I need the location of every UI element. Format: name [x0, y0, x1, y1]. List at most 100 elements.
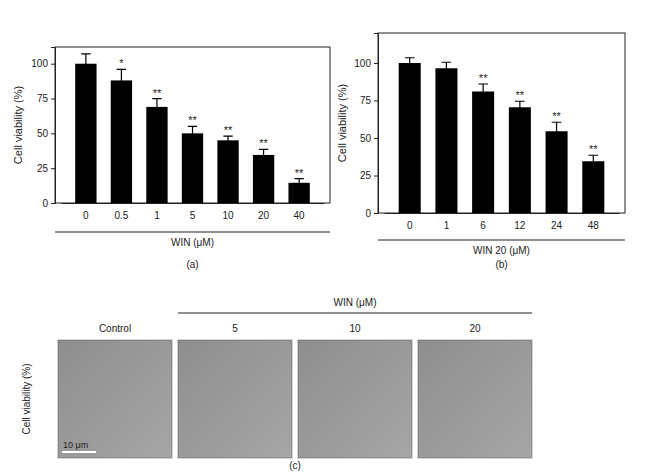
x-tick-label: 6	[480, 220, 486, 231]
bars	[75, 54, 310, 203]
error-bar-line	[81, 54, 90, 74]
x-tick-label: 10	[222, 210, 234, 221]
x-tick: 24	[551, 213, 563, 231]
x-tick: 1	[154, 203, 160, 221]
error-bar	[405, 58, 415, 69]
significance-mark: **	[479, 72, 488, 84]
plot-frame	[55, 47, 330, 203]
x-tick: 0	[83, 203, 89, 221]
error-bar-line	[405, 58, 415, 69]
micrograph-label: 20	[469, 323, 481, 334]
y-tick: 75	[37, 93, 55, 104]
x-tick-label: 20	[258, 210, 270, 221]
y-tick-mark	[51, 64, 55, 65]
y-tick: 100	[354, 58, 378, 69]
x-tick: 40	[294, 203, 306, 221]
error-bar	[81, 54, 90, 74]
micrograph-header: WIN (μM)	[334, 297, 377, 308]
x-tick: 1	[444, 213, 450, 231]
bar	[582, 161, 604, 213]
error-bar-line	[152, 99, 161, 116]
scale-bar	[62, 451, 96, 453]
x-tick: 20	[258, 203, 270, 221]
significance-mark: *	[119, 57, 124, 69]
significance-mark: **	[153, 87, 162, 99]
error-bar-line	[552, 122, 562, 140]
micrograph	[178, 340, 292, 458]
x-axis-line	[62, 203, 325, 204]
bar	[399, 63, 421, 213]
header-rule	[178, 313, 532, 314]
micrograph	[58, 340, 172, 458]
y-tick: 25	[37, 163, 55, 174]
x-tick-label: 0.5	[114, 210, 128, 221]
error-bar-line	[223, 136, 232, 144]
x-tick-label: 1	[444, 220, 450, 231]
error-bar	[294, 179, 303, 187]
bar	[146, 107, 167, 203]
x-tick: 6	[480, 213, 486, 231]
significance-mark: **	[188, 114, 197, 126]
y-tick-label: 75	[37, 93, 49, 104]
x-axis: 00.515102040	[62, 203, 325, 221]
y-tick-label: 25	[360, 170, 372, 181]
significance-mark: **	[552, 110, 561, 122]
y-tick-label: 75	[360, 95, 372, 106]
error-bar	[588, 155, 598, 167]
y-tick-label: 25	[37, 163, 49, 174]
x-tick-label: 24	[551, 220, 563, 231]
micrograph-label: Control	[99, 323, 131, 334]
error-bar-line	[259, 149, 268, 160]
y-tick-mark	[374, 138, 378, 139]
y-tick-label: 0	[42, 198, 48, 209]
bar	[253, 155, 274, 203]
scale-bar-label: 10 μm	[63, 440, 88, 450]
figure: 025507510000.515102040***********Cell vi…	[0, 0, 657, 472]
error-bar-line	[294, 179, 303, 187]
error-bar-line	[442, 62, 452, 74]
y-tick-mark	[374, 176, 378, 177]
panel-label: (a)	[186, 259, 198, 270]
y-tick-mark	[51, 99, 55, 100]
significance-mark: **	[224, 124, 233, 136]
bars	[399, 58, 605, 213]
x-axis-title: WIN 20 (μM)	[473, 245, 530, 256]
y-tick: 0	[42, 198, 55, 209]
x-tick: 0	[407, 213, 413, 231]
significance-mark: **	[516, 89, 525, 101]
x-tick: 48	[588, 213, 600, 231]
y-tick: 75	[360, 95, 378, 106]
error-bar	[223, 136, 232, 144]
error-bar-line	[478, 84, 488, 99]
y-tick-label: 100	[354, 58, 371, 69]
y-tick-mark	[374, 213, 378, 214]
y-axis-line	[374, 34, 379, 214]
error-bar	[259, 149, 268, 160]
micrograph-label: 10	[349, 323, 361, 334]
significance-mark: **	[589, 143, 598, 155]
error-bar	[552, 122, 562, 140]
x-tick-label: 0	[83, 210, 89, 221]
y-tick-label: 100	[31, 58, 48, 69]
micrograph	[298, 340, 412, 458]
y-tick-mark	[51, 168, 55, 169]
error-bar-line	[588, 155, 598, 167]
chart-panel: 025507510000.515102040***********Cell vi…	[12, 47, 330, 270]
y-tick: 100	[31, 58, 55, 69]
error-bar	[188, 126, 197, 140]
significance-mark: **	[259, 137, 268, 149]
x-tick: 10	[222, 203, 234, 221]
panel-label: (b)	[495, 259, 507, 270]
y-tick-mark	[374, 63, 378, 64]
bar	[546, 131, 568, 213]
y-tick-label: 0	[365, 208, 371, 219]
bar	[217, 140, 238, 203]
y-tick-mark	[51, 133, 55, 134]
error-bar-line	[188, 126, 197, 140]
x-title-rule	[378, 240, 625, 241]
bar	[182, 133, 203, 203]
error-bar-line	[117, 69, 126, 91]
x-tick: 0.5	[114, 203, 128, 221]
x-axis-line	[385, 213, 620, 214]
bar	[435, 68, 457, 213]
